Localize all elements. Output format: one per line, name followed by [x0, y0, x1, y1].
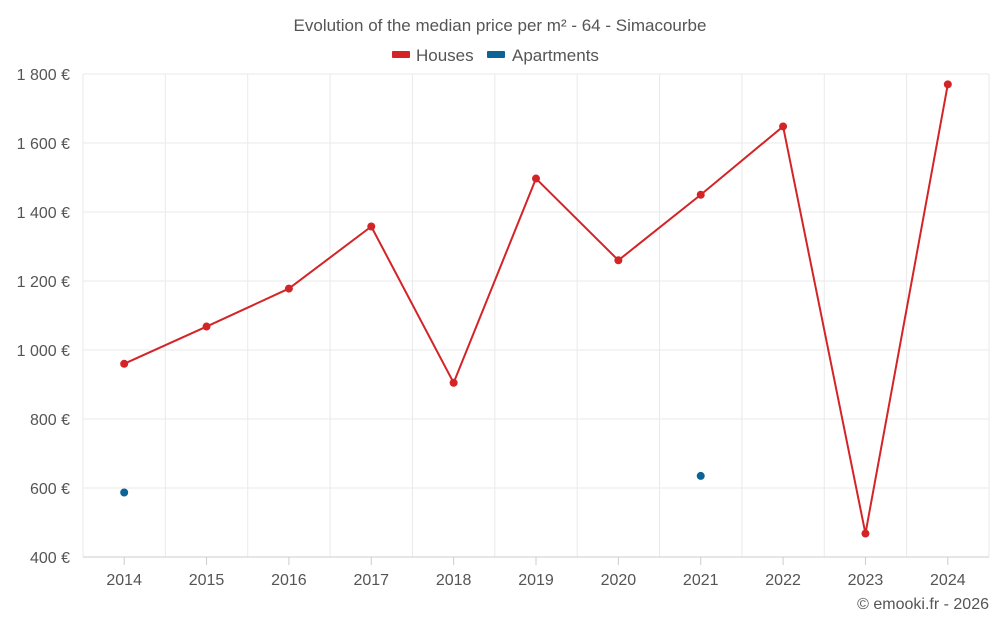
data-point-houses-2020[interactable]: [614, 256, 623, 265]
x-axis: 2014 2015 2016 2017 2018 2019 2020 2021 2022 2023…: [83, 556, 989, 589]
data-point-houses-2024[interactable]: [943, 80, 952, 89]
y-tick-label: 1 200 €: [17, 274, 70, 291]
legend-swatch-houses: [392, 51, 410, 58]
x-tick-label: 2023: [848, 572, 884, 589]
legend-label-apartments: Apartments: [512, 46, 599, 65]
y-tick-label: 1 000 €: [17, 343, 70, 360]
data-point-houses-2016[interactable]: [284, 284, 293, 293]
legend-label-houses: Houses: [416, 46, 474, 65]
series-houses: [120, 80, 952, 538]
legend-item-houses[interactable]: Houses: [392, 46, 474, 65]
data-point-houses-2019[interactable]: [532, 174, 540, 183]
x-tick-label: 2018: [436, 572, 472, 589]
x-tick-label: 2022: [765, 572, 801, 589]
x-tick-label: 2016: [271, 572, 307, 589]
data-point-houses-2017[interactable]: [367, 222, 376, 231]
series: [120, 80, 952, 538]
y-tick-label: 800 €: [30, 412, 70, 429]
data-point-houses-2015[interactable]: [202, 322, 211, 331]
y-tick-label: 1 400 €: [17, 205, 70, 222]
y-tick-label: 400 €: [30, 550, 70, 567]
data-point-houses-2023[interactable]: [861, 529, 870, 538]
x-tick-label: 2020: [601, 572, 637, 589]
x-tick-label: 2017: [353, 572, 389, 589]
y-axis: 400 € 600 € 800 € 1 000 € 1 200 € 1 400 € 1 60…: [17, 67, 70, 567]
y-tick-label: 1 800 €: [17, 67, 70, 84]
data-point-houses-2021[interactable]: [696, 190, 705, 199]
x-tick-label: 2019: [518, 572, 554, 589]
data-point-houses-2014[interactable]: [120, 359, 129, 368]
chart-title: Evolution of the median price per m² - 6…: [294, 16, 707, 35]
legend-item-apartments[interactable]: Apartments: [487, 46, 599, 65]
series-apartments: [120, 471, 705, 497]
credit-text: © emooki.fr - 2026: [857, 596, 989, 613]
legend-swatch-apartments: [487, 51, 505, 58]
y-tick-label: 600 €: [30, 481, 70, 498]
data-point-apartments-2014[interactable]: [120, 488, 129, 497]
legend: Houses Apartments: [392, 46, 599, 65]
grid: [82, 73, 990, 557]
data-point-apartments-2021[interactable]: [696, 471, 705, 480]
y-tick-label: 1 600 €: [17, 136, 70, 153]
data-point-houses-2022[interactable]: [779, 122, 788, 131]
x-tick-label: 2024: [930, 572, 966, 589]
x-tick-label: 2021: [683, 572, 719, 589]
x-tick-label: 2015: [189, 572, 225, 589]
data-point-houses-2018[interactable]: [449, 378, 458, 387]
x-tick-label: 2014: [106, 572, 142, 589]
